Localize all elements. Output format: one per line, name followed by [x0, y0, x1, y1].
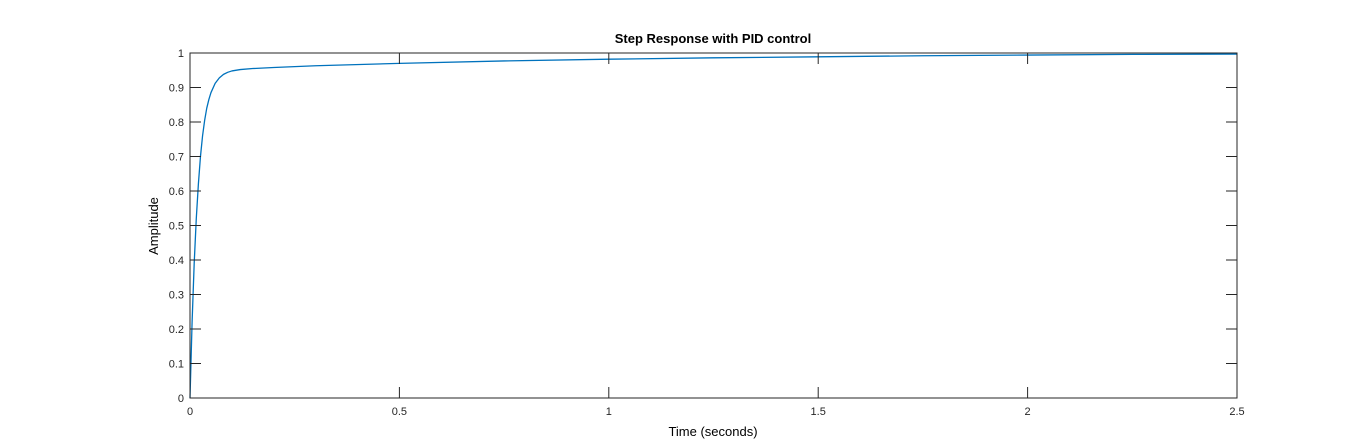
y-tick-label: 0.6 — [169, 186, 184, 198]
x-tick-label: 0 — [187, 406, 193, 418]
y-tick-label: 0.3 — [169, 290, 184, 302]
x-tick-label: 0.5 — [392, 406, 407, 418]
y-axis-label: Amplitude — [146, 197, 161, 255]
y-tick-label: 0.4 — [169, 255, 184, 267]
y-tick-label: 0.1 — [169, 359, 184, 371]
y-tick-label: 0.8 — [169, 117, 184, 129]
step-response-line — [189, 53, 1238, 399]
x-tick-label: 1 — [606, 406, 612, 418]
y-tick-label: 0.5 — [169, 221, 184, 233]
x-axis-label: Time (seconds) — [668, 424, 757, 439]
y-tick-label: 0.9 — [169, 83, 184, 95]
y-tick-label: 0.2 — [169, 324, 184, 336]
plot-area — [190, 53, 1237, 398]
x-tick-label: 2 — [1025, 406, 1031, 418]
y-tick-label: 0.7 — [169, 152, 184, 164]
tick-layer: 0 0.5 1 1.5 2 2.5 0 0.1 0.2 0.3 0.4 0.5 0.6 0.7 0.8 0.9… — [169, 48, 1245, 418]
series-layer — [189, 53, 1238, 399]
y-tick-label: 1 — [178, 48, 184, 60]
x-tick-label: 2.5 — [1229, 406, 1244, 418]
y-tick-label: 0 — [178, 393, 184, 405]
chart-title: Step Response with PID control — [615, 31, 811, 46]
x-tick-label: 1.5 — [811, 406, 826, 418]
